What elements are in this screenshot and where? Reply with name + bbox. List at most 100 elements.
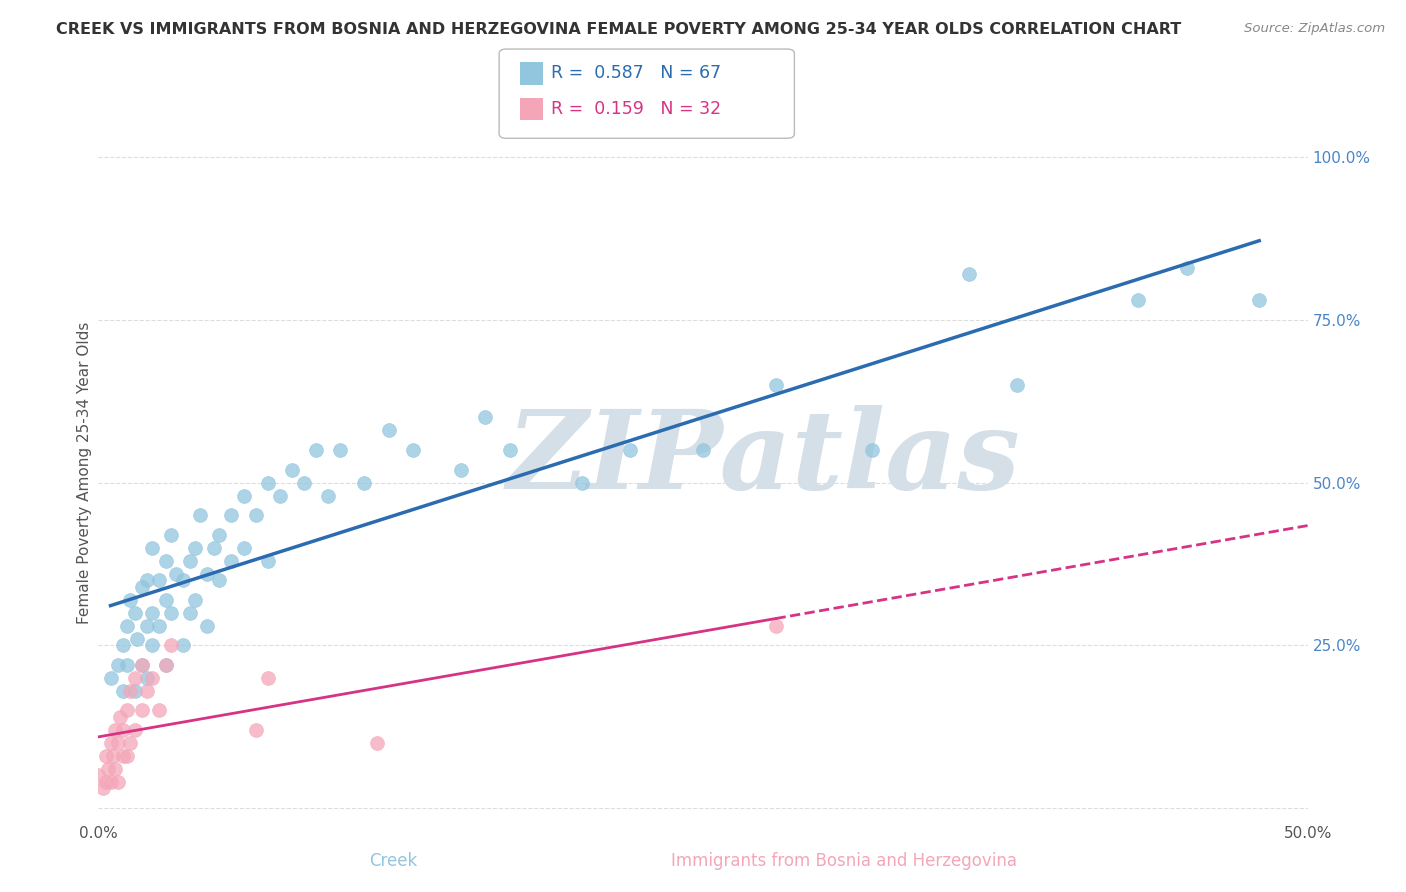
Point xyxy=(765,618,787,632)
Point xyxy=(124,683,146,698)
Point xyxy=(256,475,278,490)
Point xyxy=(117,748,139,763)
Point xyxy=(353,475,375,490)
Point xyxy=(104,762,127,776)
Point xyxy=(117,657,139,672)
Point xyxy=(256,671,278,685)
Point xyxy=(155,657,177,672)
Point xyxy=(107,774,129,789)
Y-axis label: Female Poverty Among 25-34 Year Olds: Female Poverty Among 25-34 Year Olds xyxy=(77,322,91,624)
Point xyxy=(957,268,980,282)
Point xyxy=(111,683,134,698)
Point xyxy=(124,723,146,737)
Text: Creek: Creek xyxy=(370,852,418,870)
Point xyxy=(135,573,157,587)
Point xyxy=(208,573,231,587)
Point xyxy=(160,527,183,541)
Point xyxy=(104,723,127,737)
Point xyxy=(765,378,787,392)
Point xyxy=(474,410,496,425)
Point xyxy=(131,657,153,672)
Point xyxy=(160,606,183,620)
Point xyxy=(184,592,207,607)
Point xyxy=(127,632,149,646)
Point xyxy=(131,703,153,717)
Point xyxy=(91,781,114,796)
Point xyxy=(160,638,183,652)
Point xyxy=(172,638,194,652)
Point xyxy=(619,442,641,457)
Point xyxy=(1175,260,1198,275)
Point xyxy=(377,424,399,438)
Point xyxy=(135,683,157,698)
Point xyxy=(131,657,153,672)
Point xyxy=(245,723,267,737)
Point xyxy=(141,606,163,620)
Point xyxy=(117,703,139,717)
Point xyxy=(245,508,267,522)
Point xyxy=(124,606,146,620)
Text: R =  0.587   N = 67: R = 0.587 N = 67 xyxy=(551,64,721,82)
Point xyxy=(256,553,278,567)
Point xyxy=(498,442,520,457)
Point xyxy=(402,442,425,457)
Point xyxy=(316,489,339,503)
Point xyxy=(571,475,593,490)
Text: ZIPatlas: ZIPatlas xyxy=(506,405,1021,513)
Point xyxy=(692,442,714,457)
Point xyxy=(100,736,122,750)
Text: CREEK VS IMMIGRANTS FROM BOSNIA AND HERZEGOVINA FEMALE POVERTY AMONG 25-34 YEAR : CREEK VS IMMIGRANTS FROM BOSNIA AND HERZ… xyxy=(56,22,1181,37)
Point xyxy=(135,671,157,685)
Text: Immigrants from Bosnia and Herzegovina: Immigrants from Bosnia and Herzegovina xyxy=(671,852,1017,870)
Point xyxy=(1007,378,1029,392)
Point xyxy=(450,462,472,476)
Point xyxy=(118,683,141,698)
Point xyxy=(329,442,352,457)
Point xyxy=(117,618,139,632)
Point xyxy=(179,606,201,620)
Point xyxy=(101,748,124,763)
Point xyxy=(148,703,170,717)
Point xyxy=(269,489,291,503)
Text: R =  0.159   N = 32: R = 0.159 N = 32 xyxy=(551,100,721,118)
Point xyxy=(107,657,129,672)
Point xyxy=(148,573,170,587)
Point xyxy=(118,736,141,750)
Point xyxy=(111,748,134,763)
Point xyxy=(232,541,254,555)
Point xyxy=(188,508,211,522)
Point xyxy=(195,618,218,632)
Point xyxy=(100,774,122,789)
Point xyxy=(141,638,163,652)
Point xyxy=(94,774,117,789)
Point xyxy=(155,657,177,672)
Point xyxy=(172,573,194,587)
Point xyxy=(131,580,153,594)
Point xyxy=(165,566,187,581)
Point xyxy=(118,592,141,607)
Point xyxy=(232,489,254,503)
Point xyxy=(148,618,170,632)
Point xyxy=(107,736,129,750)
Point xyxy=(281,462,304,476)
Point xyxy=(860,442,883,457)
Point xyxy=(141,671,163,685)
Point xyxy=(1249,293,1271,308)
Point xyxy=(108,709,131,723)
Point xyxy=(111,723,134,737)
Text: Source: ZipAtlas.com: Source: ZipAtlas.com xyxy=(1244,22,1385,36)
Point xyxy=(208,527,231,541)
Point xyxy=(87,768,110,782)
Point xyxy=(124,671,146,685)
Point xyxy=(366,736,388,750)
Point xyxy=(155,553,177,567)
Point xyxy=(305,442,328,457)
Point xyxy=(100,671,122,685)
Point xyxy=(155,592,177,607)
Point xyxy=(1128,293,1150,308)
Point xyxy=(292,475,315,490)
Point xyxy=(135,618,157,632)
Point xyxy=(179,553,201,567)
Point xyxy=(184,541,207,555)
Point xyxy=(195,566,218,581)
